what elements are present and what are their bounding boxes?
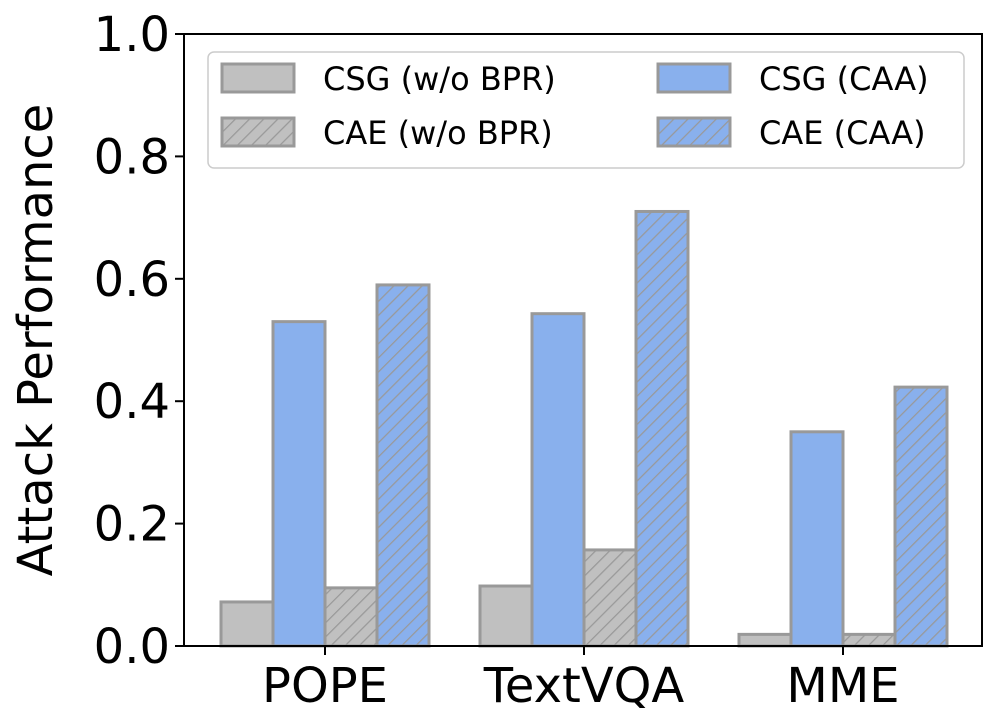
- bar-csg-caa-mme: [789, 430, 845, 648]
- bar-csg-caa-pope: [271, 320, 327, 648]
- bars: [219, 209, 949, 648]
- x-tick-label: POPE: [262, 658, 388, 714]
- bar-csg-w-o-bpr-pope: [219, 600, 275, 648]
- bar-csg-w-o-bpr-textvqa: [478, 584, 534, 648]
- y-axis-title: Attack Performance: [8, 104, 64, 577]
- legend-frame: [207, 51, 965, 169]
- bar-csg-w-o-bpr-mme: [737, 632, 793, 648]
- y-tick-label: 0.6: [94, 252, 170, 308]
- bar-cae-w-o-bpr-pope: [323, 586, 379, 648]
- bar-cae-caa-textvqa: [634, 209, 690, 648]
- y-tick-label: 0.8: [94, 129, 170, 185]
- legend-label-cae-caa: CAE (CAA): [759, 114, 926, 152]
- bar-cae-caa-mme: [893, 385, 949, 648]
- legend-label-cae-w-o-bpr: CAE (w/o BPR): [323, 114, 553, 152]
- legend-label-csg-w-o-bpr: CSG (w/o BPR): [323, 60, 556, 98]
- x-tick-label: MME: [786, 658, 899, 714]
- legend-swatch-cae-w-o-bpr: [220, 116, 296, 148]
- bar-cae-w-o-bpr-textvqa: [582, 548, 638, 648]
- y-tick-label: 0.0: [94, 619, 170, 675]
- bar-cae-w-o-bpr-mme: [841, 632, 897, 648]
- legend-swatch-csg-w-o-bpr: [220, 62, 296, 94]
- y-tick-label: 1.0: [94, 7, 170, 63]
- y-tick-label: 0.4: [94, 374, 170, 430]
- legend-label-csg-caa: CSG (CAA): [759, 60, 929, 98]
- legend-swatch-csg-caa: [656, 62, 732, 94]
- bar-cae-caa-pope: [375, 283, 431, 648]
- y-axis: 0.0 0.2 0.4 0.6 0.8 1.0: [94, 7, 184, 675]
- x-tick-label: TextVQA: [483, 658, 685, 714]
- legend: CSG (w/o BPR) CSG (CAA) CAE (w/o BPR) CAE (…: [207, 51, 965, 169]
- legend-swatch-cae-caa: [656, 116, 732, 148]
- x-axis: POPE TextVQA MME: [262, 646, 900, 714]
- bar-csg-caa-textvqa: [530, 312, 586, 648]
- y-tick-label: 0.2: [94, 497, 170, 553]
